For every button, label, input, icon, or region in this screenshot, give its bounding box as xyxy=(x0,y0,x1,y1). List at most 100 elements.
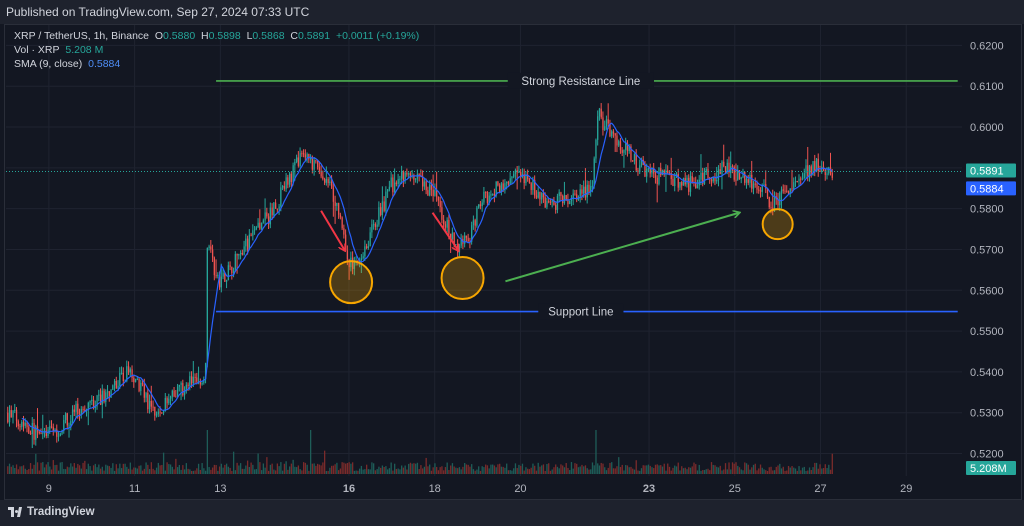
volume-bar xyxy=(518,464,520,474)
volume-bar xyxy=(253,469,256,474)
volume-bar xyxy=(250,462,252,474)
candle-body xyxy=(441,207,443,220)
candle-body xyxy=(558,192,560,197)
volume-bar xyxy=(129,462,131,474)
candle-body xyxy=(54,429,56,431)
candle-body xyxy=(525,175,527,184)
volume-bar xyxy=(175,458,177,474)
candle-body xyxy=(245,238,247,247)
volume-bar xyxy=(371,462,373,474)
candle-body xyxy=(103,390,105,402)
volume-bar xyxy=(814,462,816,474)
volume-bar xyxy=(511,470,513,474)
volume-bar xyxy=(378,466,380,474)
candle-body xyxy=(511,176,513,179)
candle-body xyxy=(127,366,130,373)
volume-bar xyxy=(474,470,476,474)
volume-bar xyxy=(703,470,706,474)
volume-bar xyxy=(341,462,343,474)
volume-bar xyxy=(66,466,68,474)
candle-body xyxy=(162,411,165,414)
volume-bar xyxy=(122,463,124,474)
candle-body xyxy=(478,204,480,208)
volume-bar xyxy=(551,469,553,474)
volume-bar xyxy=(248,466,251,474)
candle-body xyxy=(570,199,573,202)
volume-bar xyxy=(140,465,142,474)
candle-body xyxy=(346,250,349,260)
candle-body xyxy=(758,189,760,191)
candle-body xyxy=(304,154,307,158)
candle-body xyxy=(374,224,377,227)
candle-body xyxy=(315,160,317,162)
volume-bar xyxy=(325,470,328,474)
tradingview-logo[interactable]: TradingView xyxy=(8,506,95,518)
volume-badge: 5.208M xyxy=(970,463,1007,475)
volume-bar xyxy=(61,462,63,474)
volume-bar xyxy=(784,470,786,474)
candle-body xyxy=(551,200,553,203)
candle-body xyxy=(815,158,818,172)
candle-body xyxy=(808,166,811,177)
candle-body xyxy=(814,161,816,172)
published-text: Published on TradingView.com, Sep 27, 20… xyxy=(6,5,310,19)
candle-body xyxy=(50,426,53,428)
candle-body xyxy=(274,202,277,209)
drop-arrow xyxy=(431,212,459,251)
volume-bar xyxy=(724,463,727,474)
volume-bar xyxy=(229,467,231,474)
candle-body xyxy=(819,170,821,172)
volume-bar xyxy=(770,466,772,474)
candle-body xyxy=(695,182,697,189)
volume-bar xyxy=(28,469,30,474)
candle-body xyxy=(325,179,328,183)
price-tick-label: 0.5400 xyxy=(970,367,1004,379)
candle-body xyxy=(71,409,74,421)
volume-bar xyxy=(507,470,510,474)
volume-bar xyxy=(782,466,784,474)
candle-body xyxy=(154,406,156,416)
candle-body xyxy=(710,179,713,182)
candle-body xyxy=(362,256,364,259)
volume-bar xyxy=(273,469,275,474)
candle-body xyxy=(131,369,133,378)
candle-body xyxy=(555,204,557,210)
candle-body xyxy=(598,108,601,117)
price-tick-label: 0.5600 xyxy=(970,285,1004,297)
candle-body xyxy=(450,233,452,240)
candle-body xyxy=(287,177,289,185)
candle-body xyxy=(574,193,576,195)
volume-bar xyxy=(744,462,746,474)
volume-bar xyxy=(429,464,431,474)
volume-bar xyxy=(777,465,779,474)
volume-bar xyxy=(521,463,524,474)
volume-bar xyxy=(399,469,401,474)
volume-bar xyxy=(178,464,181,474)
candle-body xyxy=(507,181,510,185)
volume-bar xyxy=(444,467,447,474)
candle-body xyxy=(352,257,354,269)
volume-bar xyxy=(462,466,464,474)
volume-bar xyxy=(726,469,728,474)
volume-bar xyxy=(584,465,587,474)
volume-bar xyxy=(105,464,107,474)
volume-bar xyxy=(345,463,347,474)
volume-bar xyxy=(50,469,53,474)
volume-bar xyxy=(75,467,77,474)
candle-body xyxy=(742,171,744,178)
volume-bar xyxy=(68,467,70,474)
volume-bar xyxy=(737,465,739,474)
candle-body xyxy=(656,177,658,185)
volume-bar xyxy=(765,470,767,474)
tradingview-logo-icon xyxy=(8,507,22,517)
candle-body xyxy=(738,170,741,180)
candle-body xyxy=(565,195,567,200)
volume-bar xyxy=(134,467,137,474)
candle-body xyxy=(401,171,403,179)
candle-body xyxy=(520,172,522,178)
volume-bar xyxy=(366,464,368,474)
volume-bar xyxy=(647,464,650,474)
bounce-circle xyxy=(761,208,794,241)
volume-bar xyxy=(628,467,630,474)
